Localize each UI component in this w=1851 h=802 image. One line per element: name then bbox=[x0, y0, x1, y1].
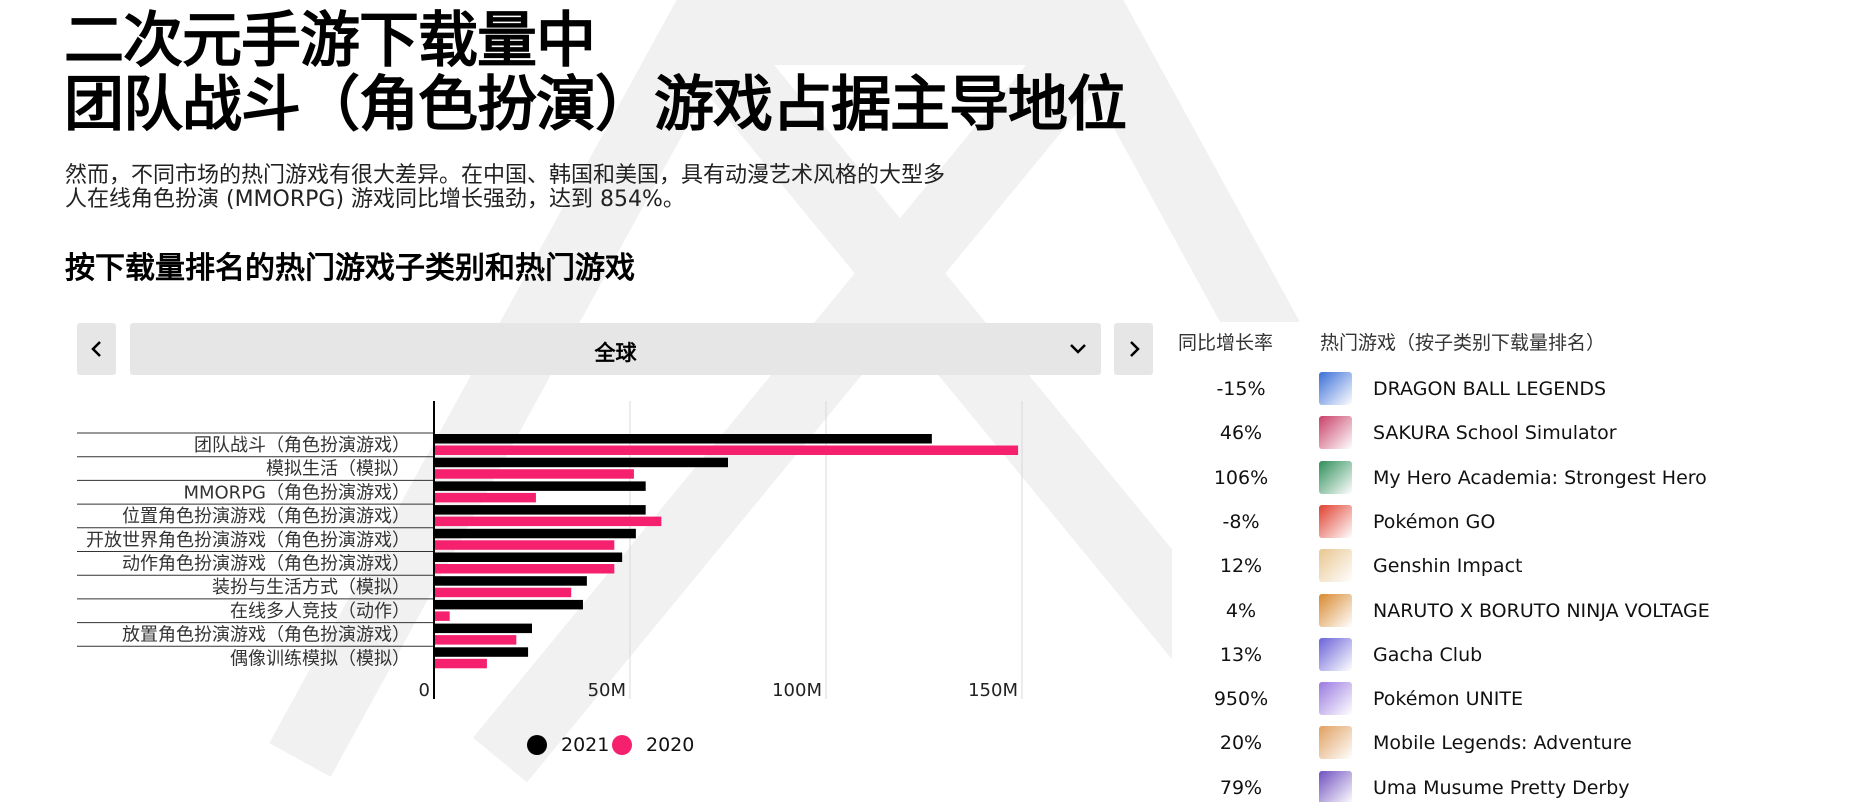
subtitle: 然而，不同市场的热门游戏有很大差异。在中国、韩国和美国，具有动漫艺术风格的大型多… bbox=[65, 164, 1025, 212]
table-header: 同比增长率 bbox=[1178, 332, 1274, 354]
y-tick-label: 开放世界角色扮演游戏（角色扮演游戏） bbox=[86, 530, 410, 551]
bar bbox=[434, 445, 1019, 455]
next-button[interactable] bbox=[1114, 323, 1153, 375]
region-dropdown[interactable]: 全球 bbox=[130, 323, 1101, 375]
y-tick-label: 模拟生活（模拟） bbox=[266, 459, 410, 480]
bar bbox=[434, 623, 532, 634]
chevron-right bbox=[1129, 341, 1140, 357]
game-icon bbox=[1319, 504, 1352, 538]
growth-rate: -15% bbox=[1216, 378, 1266, 400]
bar bbox=[434, 434, 932, 444]
game-name: Mobile Legends: Adventure bbox=[1373, 732, 1632, 755]
game-name: Gacha Club bbox=[1373, 643, 1483, 666]
game-name: My Hero Academia: Strongest Hero bbox=[1373, 466, 1707, 489]
growth-rate: 13% bbox=[1219, 643, 1263, 666]
bar bbox=[434, 576, 587, 586]
y-tick-label: 位置角色扮演游戏（角色扮演游戏） bbox=[122, 506, 410, 527]
y-tick-label: 在线多人竞技（动作） bbox=[230, 601, 410, 622]
game-name: Pokémon UNITE bbox=[1373, 688, 1523, 711]
legend-marker bbox=[612, 735, 632, 755]
bar bbox=[434, 635, 517, 645]
y-tick-label: MMORPG（角色扮演游戏） bbox=[183, 482, 410, 503]
title-line: 二次元手游下载量中 bbox=[64, 6, 596, 76]
region-label: 全球 bbox=[594, 341, 637, 365]
x-tick-label: 0 bbox=[419, 680, 430, 701]
game-icon bbox=[1319, 460, 1352, 494]
growth-rate: -8% bbox=[1222, 510, 1260, 533]
x-tick-label: 50M bbox=[588, 680, 626, 701]
bar bbox=[434, 658, 487, 669]
game-name: DRAGON BALL LEGENDS bbox=[1373, 378, 1607, 400]
growth-rate: 46% bbox=[1219, 422, 1263, 445]
subtitle-line: 人在线角色扮演 (MMORPG) 游戏同比增长强劲，达到 854%。 bbox=[65, 187, 685, 212]
growth-rate: 12% bbox=[1219, 555, 1263, 578]
game-name: NARUTO X BORUTO NINJA VOLTAGE bbox=[1373, 599, 1710, 622]
growth-rate: 4% bbox=[1225, 599, 1257, 622]
table-panel bbox=[1172, 322, 1851, 802]
game-icon bbox=[1319, 372, 1352, 405]
game-name: Pokémon GO bbox=[1373, 510, 1496, 533]
bar bbox=[434, 587, 572, 598]
bar bbox=[434, 611, 450, 621]
title-line: 团队战斗（角色扮演）游戏占据主导地位 bbox=[64, 70, 1127, 140]
game-icon bbox=[1319, 726, 1352, 760]
y-tick-label: 装扮与生活方式（模拟） bbox=[212, 577, 410, 598]
growth-rate: 20% bbox=[1219, 732, 1263, 755]
subtitle-line: 然而，不同市场的热门游戏有很大差异。在中国、韩国和美国，具有动漫艺术风格的大型多 bbox=[65, 163, 946, 188]
game-icon bbox=[1319, 593, 1352, 627]
legend-label: 2021 bbox=[561, 734, 609, 756]
y-tick-label: 团队战斗（角色扮演游戏） bbox=[194, 435, 410, 456]
bar bbox=[434, 564, 615, 574]
y-tick-label: 放置角色扮演游戏（角色扮演游戏） bbox=[122, 625, 410, 646]
bar bbox=[434, 647, 529, 657]
growth-rate: 950% bbox=[1213, 688, 1269, 711]
prev-button[interactable] bbox=[77, 323, 116, 375]
y-tick-label: 偶像训练模拟（模拟） bbox=[230, 648, 410, 669]
chevron-left bbox=[90, 341, 101, 357]
y-tick-label: 动作角色扮演游戏（角色扮演游戏） bbox=[122, 554, 410, 575]
game-icon bbox=[1319, 770, 1352, 802]
bar bbox=[434, 469, 634, 479]
bar bbox=[434, 528, 636, 539]
game-name: SAKURA School Simulator bbox=[1373, 422, 1617, 445]
game-icon bbox=[1319, 682, 1352, 716]
growth-rate: 79% bbox=[1219, 776, 1263, 799]
game-name: Genshin Impact bbox=[1373, 555, 1523, 578]
legend-marker bbox=[527, 735, 547, 755]
game-icon bbox=[1319, 637, 1352, 671]
bar bbox=[434, 492, 536, 503]
dropdown-arrow bbox=[1070, 344, 1086, 354]
growth-rate: 106% bbox=[1213, 466, 1269, 489]
bar bbox=[434, 457, 728, 468]
bar bbox=[434, 505, 646, 515]
section-heading: 按下载量排名的热门游戏子类别和热门游戏 bbox=[65, 251, 635, 286]
legend-label: 2020 bbox=[646, 734, 694, 756]
game-icon bbox=[1319, 416, 1352, 450]
bar bbox=[434, 481, 646, 491]
bar bbox=[434, 516, 662, 527]
game-icon bbox=[1319, 549, 1352, 583]
game-name: Uma Musume Pretty Derby bbox=[1373, 776, 1630, 799]
bar bbox=[434, 540, 615, 550]
bar bbox=[434, 599, 583, 610]
bar bbox=[434, 552, 623, 562]
table-header: 热门游戏（按子类别下载量排名） bbox=[1320, 332, 1606, 354]
x-tick-label: 100M bbox=[772, 680, 822, 701]
chart: 0 50M 100M 150M 团队战斗（角色扮演游戏） 模拟生活（模拟）MMORPG（角… bbox=[77, 401, 1023, 756]
x-tick-label: 150M bbox=[968, 680, 1018, 701]
